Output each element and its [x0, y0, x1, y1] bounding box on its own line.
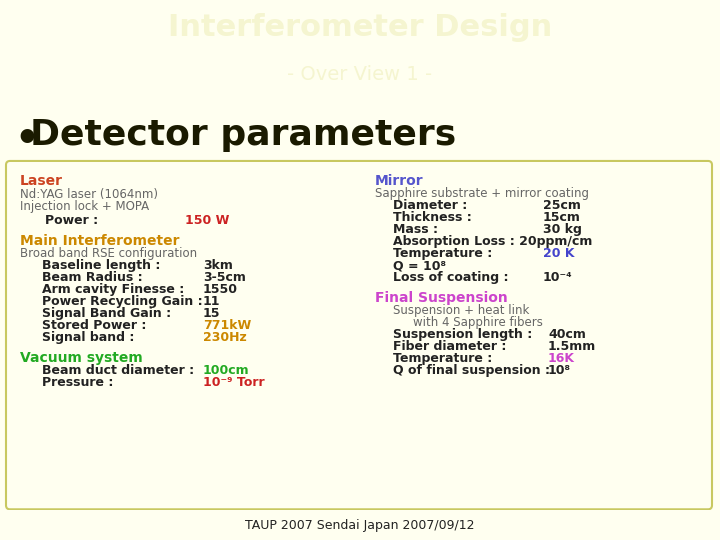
Text: Stored Power :: Stored Power : — [42, 319, 146, 332]
Text: Suspension + heat link: Suspension + heat link — [393, 304, 529, 317]
Text: Arm cavity Finesse :: Arm cavity Finesse : — [42, 283, 184, 296]
Text: Broad band RSE configuration: Broad band RSE configuration — [20, 247, 197, 260]
Text: 10⁻⁹ Torr: 10⁻⁹ Torr — [203, 376, 265, 389]
Text: 30 kg: 30 kg — [543, 223, 582, 236]
Text: 15cm: 15cm — [543, 211, 581, 224]
Text: Loss of coating :: Loss of coating : — [393, 271, 508, 284]
Text: 230Hz: 230Hz — [203, 331, 247, 344]
Text: Beam Radius :: Beam Radius : — [42, 271, 143, 284]
Text: 16K: 16K — [548, 352, 575, 365]
Text: Pressure :: Pressure : — [42, 376, 113, 389]
Text: TAUP 2007 Sendai Japan 2007/09/12: TAUP 2007 Sendai Japan 2007/09/12 — [246, 518, 474, 532]
Text: Final Suspension: Final Suspension — [375, 291, 508, 305]
Text: 15: 15 — [203, 307, 220, 320]
Text: with 4 Sapphire fibers: with 4 Sapphire fibers — [413, 316, 543, 329]
Text: 3-5cm: 3-5cm — [203, 271, 246, 284]
Text: Power Recycling Gain :: Power Recycling Gain : — [42, 295, 202, 308]
Text: •: • — [14, 120, 39, 158]
Text: 1550: 1550 — [203, 283, 238, 296]
Text: Interferometer Design: Interferometer Design — [168, 14, 552, 43]
Text: Suspension length :: Suspension length : — [393, 328, 532, 341]
Text: Signal Band Gain :: Signal Band Gain : — [42, 307, 171, 320]
Text: 100cm: 100cm — [203, 364, 250, 377]
Text: Thickness :: Thickness : — [393, 211, 472, 224]
Text: Signal band :: Signal band : — [42, 331, 135, 344]
Text: 3km: 3km — [203, 259, 233, 272]
Text: Sapphire substrate + mirror coating: Sapphire substrate + mirror coating — [375, 187, 589, 200]
Text: 10⁻⁴: 10⁻⁴ — [543, 271, 572, 284]
Text: Laser: Laser — [20, 174, 63, 188]
Text: Baseline length :: Baseline length : — [42, 259, 161, 272]
Text: 150 W: 150 W — [185, 214, 230, 227]
Text: 25cm: 25cm — [543, 199, 581, 212]
Text: 11: 11 — [203, 295, 220, 308]
Text: Detector parameters: Detector parameters — [30, 118, 456, 152]
Text: Fiber diameter :: Fiber diameter : — [393, 340, 506, 353]
Text: Vacuum system: Vacuum system — [20, 351, 143, 365]
Text: 10⁸: 10⁸ — [548, 364, 571, 377]
Text: 771kW: 771kW — [203, 319, 251, 332]
Text: Q of final suspension :: Q of final suspension : — [393, 364, 550, 377]
Text: 1.5mm: 1.5mm — [548, 340, 596, 353]
Text: Q = 10⁸: Q = 10⁸ — [393, 259, 446, 272]
Text: 40cm: 40cm — [548, 328, 586, 341]
Text: Nd:YAG laser (1064nm): Nd:YAG laser (1064nm) — [20, 188, 158, 201]
Text: Main Interferometer: Main Interferometer — [20, 234, 179, 248]
Text: Mass :: Mass : — [393, 223, 438, 236]
Text: Mirror: Mirror — [375, 174, 423, 188]
Text: Power :: Power : — [45, 214, 98, 227]
FancyBboxPatch shape — [6, 161, 712, 509]
Text: Temperature :: Temperature : — [393, 247, 492, 260]
Text: Diameter :: Diameter : — [393, 199, 467, 212]
Text: Temperature :: Temperature : — [393, 352, 492, 365]
Text: Injection lock + MOPA: Injection lock + MOPA — [20, 200, 149, 213]
Text: 20 K: 20 K — [543, 247, 575, 260]
Text: - Over View 1 -: - Over View 1 - — [287, 65, 433, 84]
Text: Beam duct diameter :: Beam duct diameter : — [42, 364, 194, 377]
Text: Absorption Loss : 20ppm/cm: Absorption Loss : 20ppm/cm — [393, 235, 593, 248]
